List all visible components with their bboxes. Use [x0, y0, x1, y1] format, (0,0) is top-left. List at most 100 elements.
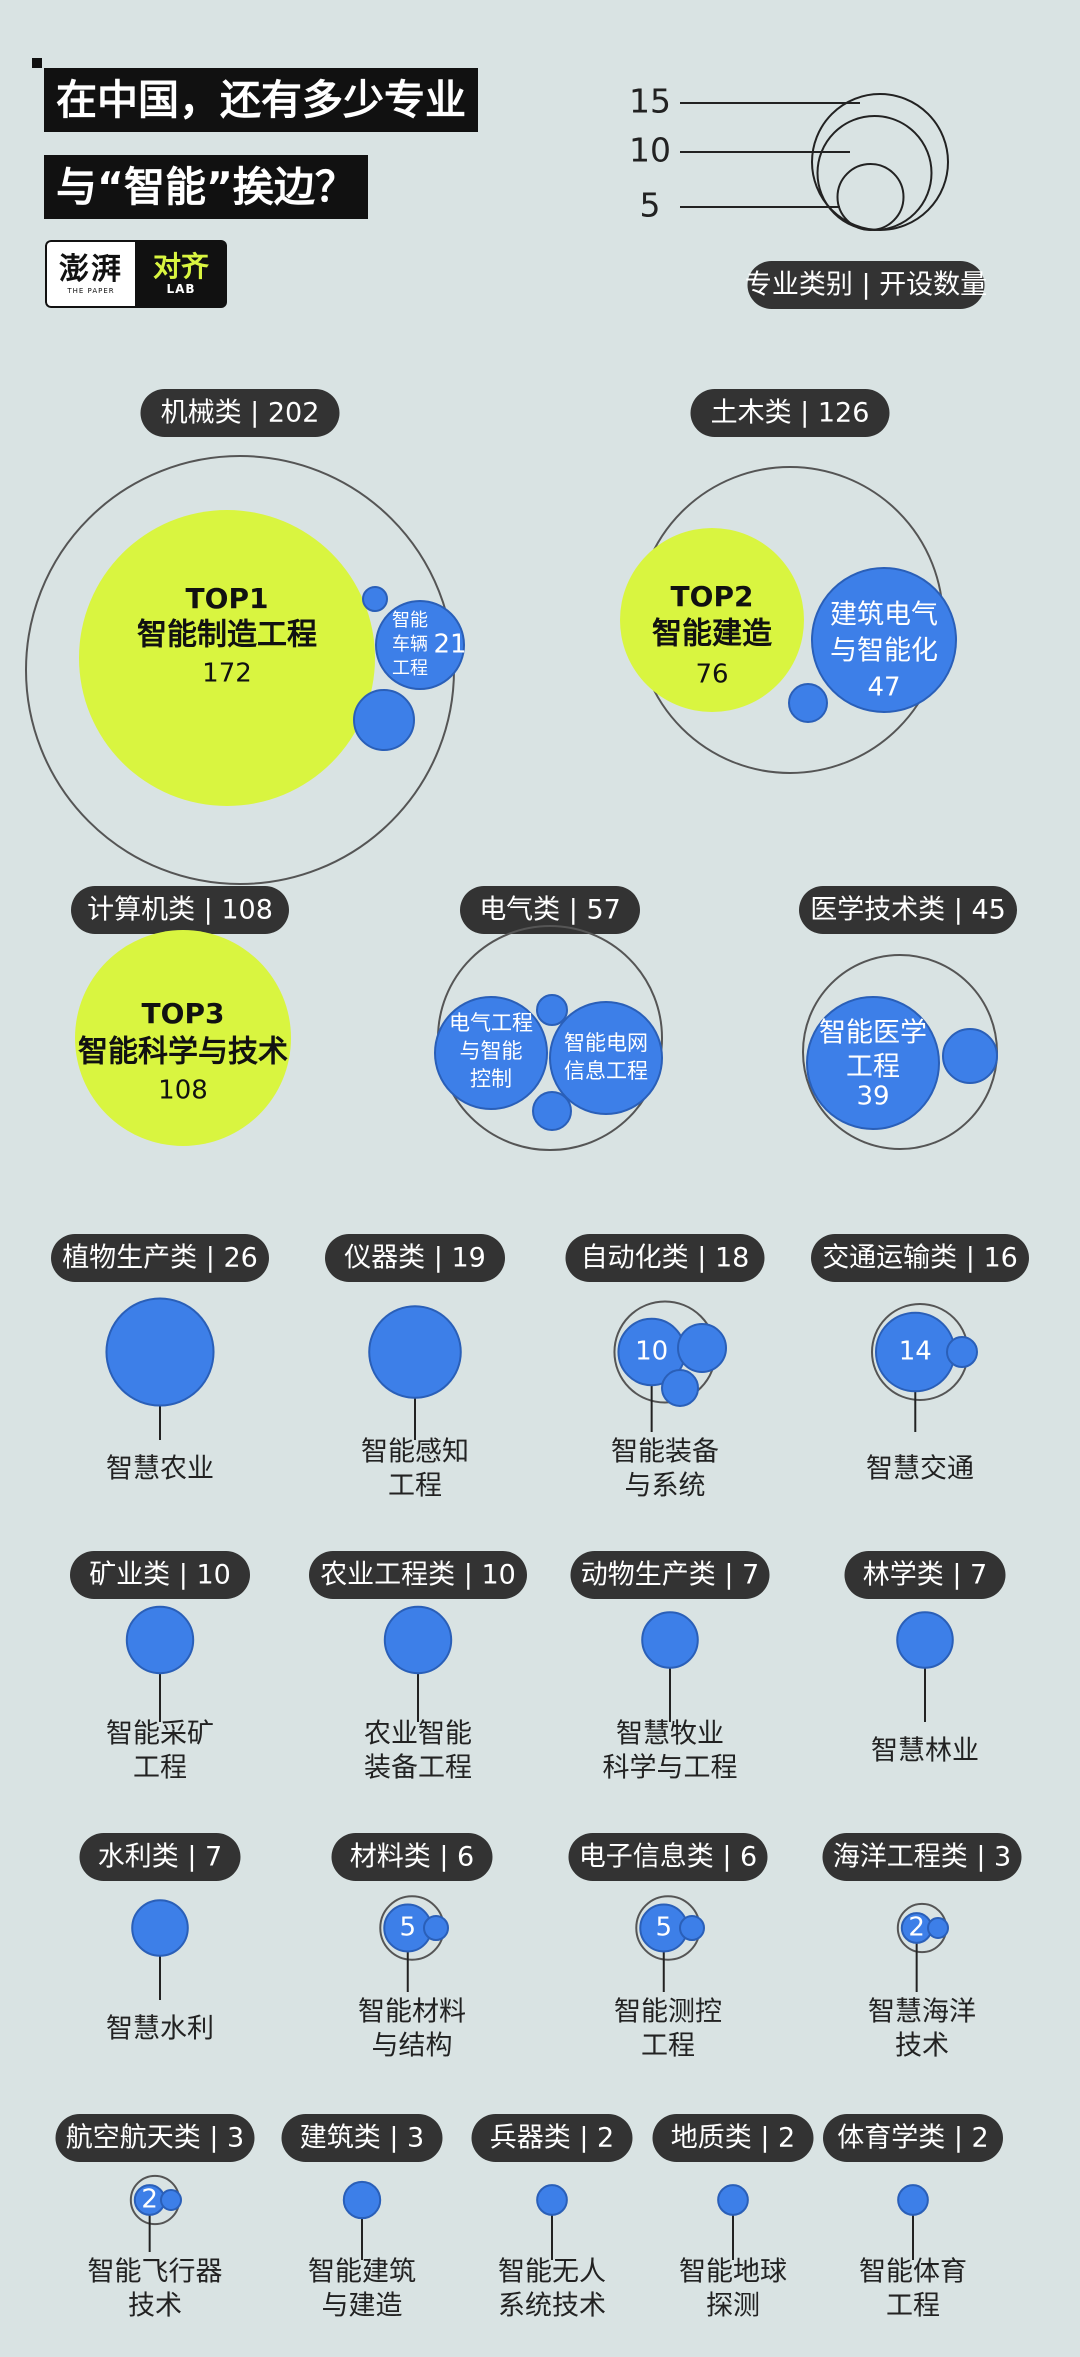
- major-bubble: [423, 1915, 449, 1941]
- logo-right-text: 对齐: [152, 250, 209, 283]
- title-line-1: 在中国，还有多少专业: [44, 68, 478, 132]
- category-pill-bg: [309, 1551, 527, 1599]
- major-bubble: [131, 1899, 189, 1957]
- category-pill-bg: [565, 1234, 765, 1282]
- major-name: 智能装备: [611, 1437, 719, 1468]
- category-pill-bg: [652, 2114, 814, 2162]
- category-pill-label: 航空航天类 | 3: [66, 2123, 244, 2154]
- major-bubble: [105, 1297, 215, 1407]
- major-name: 智能: [392, 610, 428, 631]
- major-name: 智能采矿: [106, 1719, 214, 1750]
- major-name: 与智能: [460, 1039, 523, 1063]
- major-name: 探测: [706, 2291, 760, 2322]
- major-bubble: [536, 994, 568, 1026]
- major-name: 与系统: [625, 1471, 706, 1502]
- category-pill-label: 材料类 | 6: [350, 1842, 474, 1873]
- top-major-name: 智能制造工程: [137, 618, 317, 653]
- major-name: 技术: [128, 2291, 182, 2322]
- major-name: 控制: [470, 1067, 512, 1091]
- legend-size-label: 10: [629, 131, 671, 170]
- top-rank-label: TOP1: [186, 582, 269, 615]
- category-pill-bg: [844, 1551, 1006, 1599]
- category-pill-bg: [568, 1833, 768, 1881]
- category-pill-label: 农业工程类 | 10: [320, 1560, 516, 1591]
- major-name: 与建造: [322, 2291, 403, 2322]
- category-pill-label: 机械类 | 202: [161, 398, 320, 429]
- category-pill-label: 建筑类 | 3: [300, 2123, 424, 2154]
- major-value: 39: [856, 1082, 889, 1112]
- category-pill-label: 电子信息类 | 6: [579, 1842, 757, 1873]
- major-bubble: [641, 1611, 699, 1669]
- top-major-value: 108: [158, 1076, 208, 1106]
- logo-right: 对齐 LAB: [135, 240, 227, 308]
- top-major-value: 76: [695, 660, 728, 690]
- major-bubble: [811, 567, 957, 713]
- category-pill-label: 兵器类 | 2: [490, 2123, 614, 2154]
- major-name: 智能地球: [679, 2257, 787, 2288]
- major-name: 智能医学: [819, 1018, 927, 1049]
- major-bubble: [927, 1917, 949, 1939]
- major-value: 2: [141, 2185, 158, 2215]
- major-value: 47: [867, 673, 900, 703]
- legend-circle: [816, 115, 933, 231]
- category-pill-label: 矿业类 | 10: [89, 1560, 231, 1591]
- top-rank-label: TOP2: [671, 580, 754, 613]
- major-bubble: [806, 996, 940, 1130]
- brand-logo: 澎湃 THE PAPER 对齐 LAB: [45, 240, 227, 308]
- major-bubble: [362, 586, 388, 612]
- major-name: 智慧林业: [871, 1736, 979, 1767]
- category-pill-bg: [79, 1833, 241, 1881]
- category-pill-label: 海洋工程类 | 3: [833, 1842, 1011, 1873]
- top-major-bubble: [79, 510, 375, 806]
- legend-pill-bg: [747, 261, 985, 309]
- major-value: 5: [399, 1913, 416, 1943]
- category-pill-label: 体育学类 | 2: [837, 2123, 988, 2154]
- major-name: 信息工程: [564, 1059, 648, 1083]
- major-name: 工程: [886, 2291, 940, 2322]
- category-pill-label: 电气类 | 57: [479, 895, 621, 926]
- category-pill-label: 林学类 | 7: [863, 1560, 987, 1591]
- category-pill-bg: [811, 1234, 1029, 1282]
- major-name: 智能建筑: [308, 2257, 416, 2288]
- title-line-2: 与“智能”挨边？: [44, 155, 368, 219]
- major-name: 农业智能: [364, 1719, 472, 1750]
- major-name: 智能感知: [361, 1437, 469, 1468]
- legend-size-label: 5: [640, 186, 661, 225]
- top-major-value: 172: [202, 659, 252, 689]
- major-value: 10: [635, 1337, 668, 1367]
- major-name: 电气工程: [449, 1011, 533, 1035]
- legend-circle: [836, 163, 905, 231]
- major-name: 智能飞行器: [88, 2257, 223, 2288]
- category-pill-bg: [471, 2114, 633, 2162]
- category-pill-bg: [690, 389, 890, 437]
- major-bubble: [897, 2184, 929, 2216]
- major-bubble: [549, 1001, 663, 1115]
- major-bubble: [368, 1305, 462, 1399]
- category-pill-bg: [51, 1234, 269, 1282]
- major-bubble: [717, 2184, 749, 2216]
- logo-left-sub: THE PAPER: [67, 287, 115, 295]
- major-bubble: [383, 1605, 453, 1675]
- major-name: 工程: [133, 1753, 187, 1784]
- major-name: 工程: [388, 1471, 442, 1502]
- top-major-bubble: [75, 930, 291, 1146]
- category-pill-label: 医学技术类 | 45: [810, 895, 1006, 926]
- top-major-bubble: [620, 528, 804, 712]
- major-name: 智慧海洋: [868, 1997, 976, 2028]
- major-name: 智能电网: [564, 1031, 648, 1055]
- logo-left-text: 澎湃: [59, 252, 123, 287]
- major-bubble: [661, 1369, 699, 1407]
- title-corner-mark: [32, 58, 42, 68]
- major-bubble: [946, 1336, 978, 1368]
- major-name: 建筑电气: [830, 600, 938, 631]
- major-name: 与智能化: [830, 636, 938, 667]
- major-name: 工程: [392, 658, 428, 679]
- major-value: 14: [899, 1337, 932, 1367]
- major-name: 与结构: [372, 2031, 453, 2062]
- category-pill-label: 地质类 | 2: [671, 2123, 795, 2154]
- major-name: 智慧农业: [106, 1454, 214, 1485]
- category-pill-bg: [140, 389, 340, 437]
- category-pill-bg: [460, 886, 640, 934]
- category-pill-label: 计算机类 | 108: [87, 895, 273, 926]
- category-pill-bg: [570, 1551, 770, 1599]
